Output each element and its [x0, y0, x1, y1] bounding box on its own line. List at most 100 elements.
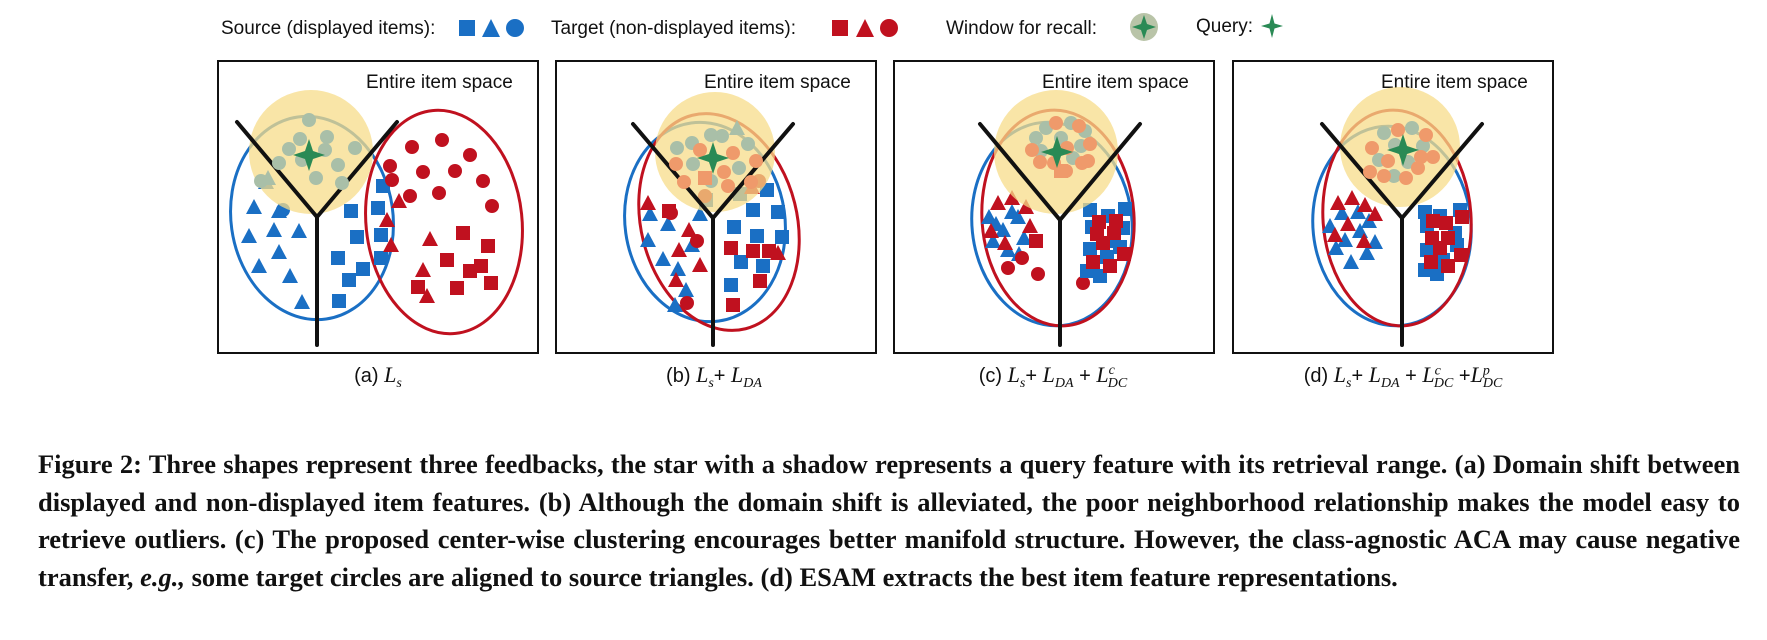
aligned-item-mark — [335, 176, 349, 190]
source-item-mark — [724, 278, 738, 292]
aligned-item-mark — [1419, 128, 1433, 142]
target-item-mark — [724, 241, 738, 255]
target-item-mark — [1103, 259, 1117, 273]
target-item-mark — [726, 298, 740, 312]
target-item-mark — [1424, 255, 1438, 269]
panel-b-prefix: (b) — [666, 365, 691, 387]
target-item-mark — [681, 222, 697, 237]
caption-eg: e.g., — [140, 561, 185, 592]
panel-a-caption: (a) Ls — [354, 362, 402, 391]
aligned-item-mark — [331, 158, 345, 172]
source-item-mark — [746, 203, 760, 217]
aligned-item-mark — [1049, 116, 1063, 130]
target-item-mark — [440, 253, 454, 267]
source-item-mark — [332, 294, 346, 308]
source-item-mark — [1083, 203, 1097, 217]
source-item-mark — [985, 233, 1001, 248]
source-item-mark — [678, 282, 694, 297]
aligned-item-mark — [1363, 165, 1377, 179]
target-item-mark — [383, 237, 399, 252]
target-item-mark — [450, 281, 464, 295]
aligned-item-mark — [1072, 119, 1086, 133]
source-item-mark — [670, 261, 686, 276]
source-item-mark — [350, 230, 364, 244]
tree-branch-left — [978, 122, 1062, 222]
source-item-mark — [667, 297, 683, 312]
target-item-mark — [1441, 259, 1455, 273]
source-item-mark — [271, 244, 287, 259]
aligned-item-mark — [715, 129, 729, 143]
target-item-mark — [692, 257, 708, 272]
target-domain-ellipse — [364, 108, 524, 336]
source-item-mark — [660, 216, 676, 231]
query-star — [697, 142, 729, 174]
source-item-mark — [291, 223, 307, 238]
aligned-item-mark — [318, 143, 332, 157]
target-item-mark — [405, 140, 419, 154]
target-item-mark — [416, 165, 430, 179]
figure-legend: Source (displayed items): Target (non-di… — [221, 13, 1283, 41]
target-item-mark — [1107, 226, 1121, 240]
source-item-mark — [246, 199, 262, 214]
target-item-mark — [476, 174, 490, 188]
target-item-mark — [1344, 190, 1360, 205]
legend-window-star-icon — [1132, 15, 1156, 39]
target-item-mark — [1357, 197, 1373, 212]
aligned-item-mark — [282, 142, 296, 156]
target-item-mark — [474, 259, 488, 273]
panel-c-frame — [893, 60, 1215, 354]
source-item-mark — [241, 228, 257, 243]
caption-text-2: some target circles are aligned to sourc… — [184, 561, 1398, 592]
target-item-mark — [1029, 234, 1043, 248]
aligned-item-mark — [1416, 139, 1430, 153]
tree-branch-left — [631, 122, 715, 220]
target-item-mark — [435, 133, 449, 147]
tree-branch-right — [711, 122, 795, 220]
panel-d-prefix: (d) — [1303, 365, 1329, 387]
source-item-mark — [1343, 254, 1359, 269]
target-item-mark — [753, 274, 767, 288]
query-star — [1387, 134, 1419, 166]
target-item-mark — [990, 195, 1006, 210]
target-item-mark — [463, 148, 477, 162]
panel-b-frame — [555, 60, 877, 354]
source-item-mark — [640, 232, 656, 247]
target-item-mark — [1090, 227, 1104, 241]
figure-panels: Entire item space Entire item space Entire… — [217, 60, 1554, 354]
source-item-mark — [331, 251, 345, 265]
target-item-mark — [671, 242, 687, 257]
source-item-mark — [1420, 243, 1434, 257]
aligned-item-mark — [698, 171, 712, 185]
source-item-mark — [266, 222, 282, 237]
aligned-item-mark — [1426, 150, 1440, 164]
target-item-mark — [668, 272, 684, 287]
aligned-item-mark — [272, 156, 286, 170]
source-item-mark — [344, 204, 358, 218]
source-item-mark — [756, 259, 770, 273]
target-item-mark — [1117, 247, 1131, 261]
target-item-mark — [640, 195, 656, 210]
source-item-mark — [750, 229, 764, 243]
source-item-mark — [282, 268, 298, 283]
panel-c-caption: (c) Ls+ LDA + LcDC — [978, 362, 1128, 391]
target-item-mark — [1001, 261, 1015, 275]
aligned-item-mark — [732, 161, 746, 175]
legend-window-label: Window for recall: — [946, 18, 1097, 39]
target-item-mark — [1018, 199, 1034, 214]
aligned-item-mark — [726, 146, 740, 160]
panel-a-prefix: (a) — [354, 365, 379, 387]
aligned-item-mark — [1365, 141, 1379, 155]
target-item-mark — [1425, 231, 1439, 245]
target-item-mark — [1455, 210, 1469, 224]
panel-b-caption: (b) Ls+ LDA — [666, 362, 762, 391]
target-item-mark — [1022, 218, 1038, 233]
source-item-mark — [642, 206, 658, 221]
aligned-item-mark — [1411, 161, 1425, 175]
source-item-mark — [771, 205, 785, 219]
target-item-mark — [746, 244, 760, 258]
target-item-mark — [762, 244, 776, 258]
target-item-mark — [463, 264, 477, 278]
target-item-mark — [484, 276, 498, 290]
aligned-item-mark — [704, 128, 718, 142]
panel-a-space-label: Entire item space — [366, 72, 513, 93]
